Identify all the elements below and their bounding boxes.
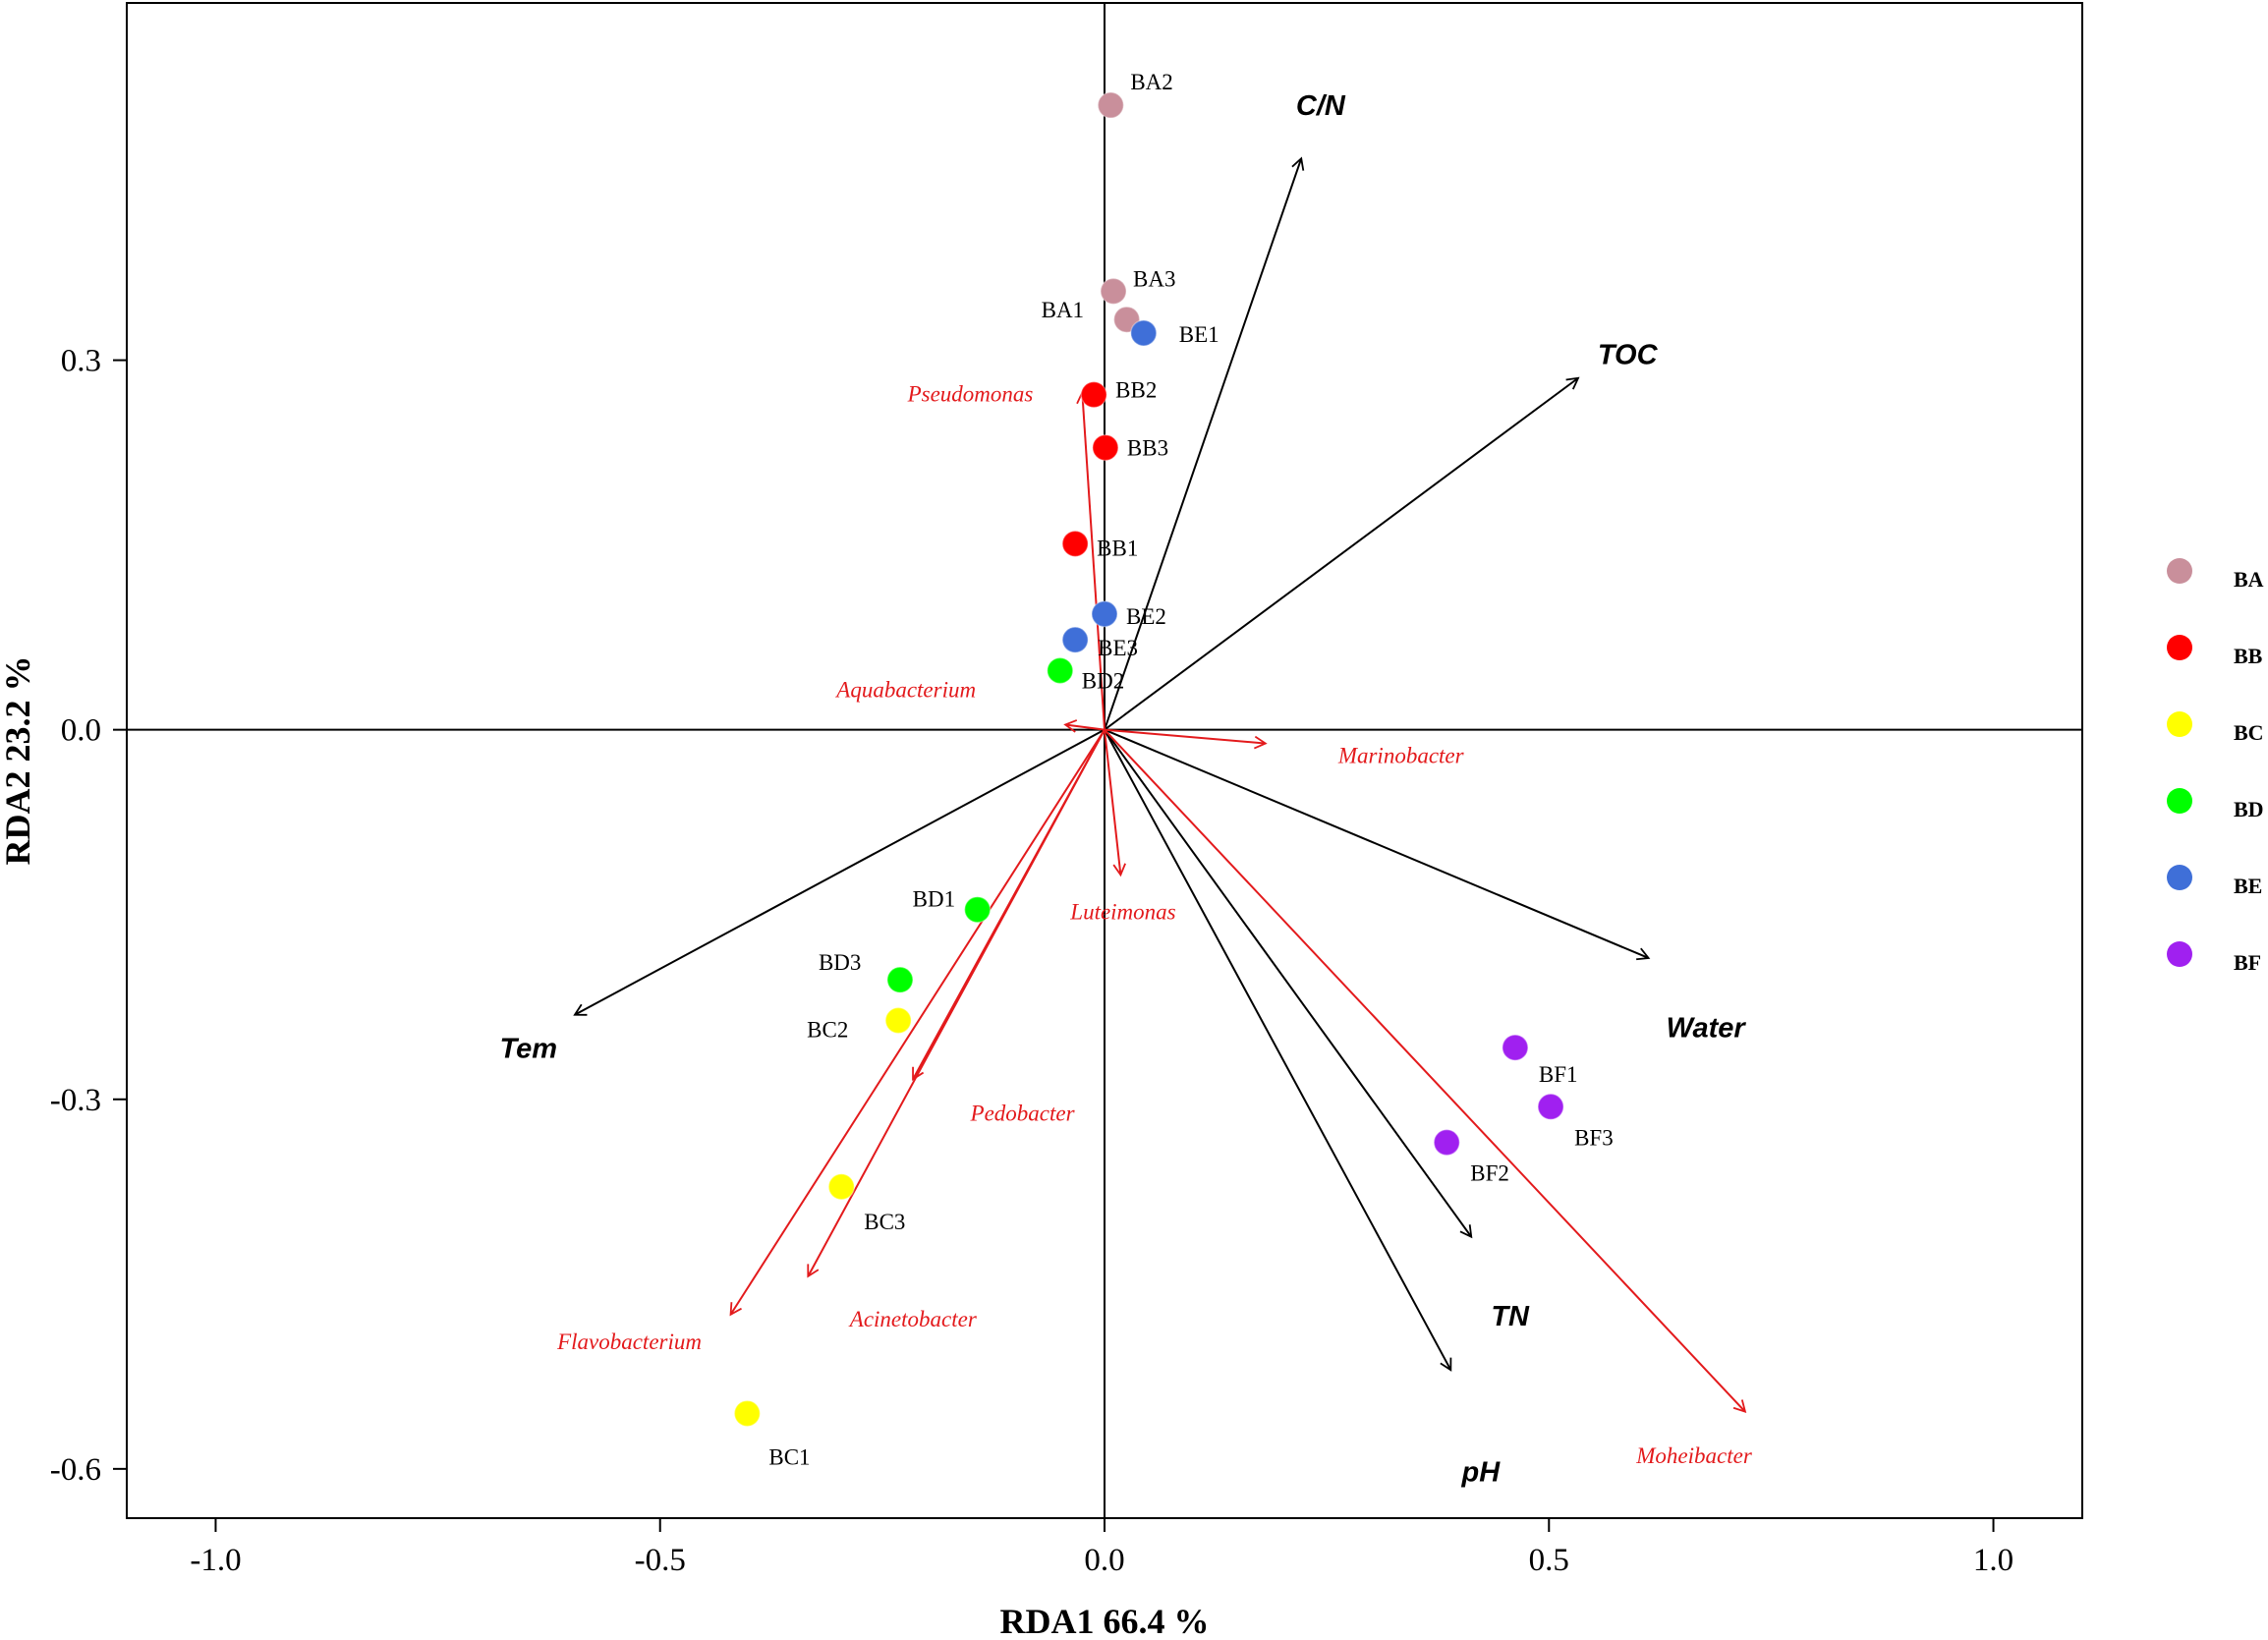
site-label-bf2: BF2 — [1470, 1161, 1509, 1186]
env-label-ph: pH — [1461, 1456, 1502, 1488]
x-tick-label: 0.5 — [1529, 1543, 1569, 1578]
site-label-be1: BE1 — [1179, 322, 1219, 347]
env-vector-tn — [1104, 729, 1473, 1239]
legend-marker-bc — [2167, 711, 2192, 737]
legend-label-bd: BD — [2234, 797, 2264, 821]
taxon-label-acinetobacter: Acinetobacter — [848, 1307, 978, 1331]
site-point-bf1 — [1502, 1034, 1529, 1061]
site-label-bd1: BD1 — [913, 887, 955, 912]
taxon-label-moheibacter: Moheibacter — [1635, 1443, 1753, 1468]
taxon-vector-marinobacter — [1104, 728, 1268, 750]
env-label-c-n: C/N — [1296, 90, 1346, 122]
site-label-bf1: BF1 — [1539, 1062, 1578, 1087]
site-label-bd3: BD3 — [819, 950, 861, 975]
environment-vectors: C/N TOC Water TN pH Tem — [500, 90, 1747, 1488]
legend-marker-bb — [2167, 635, 2192, 660]
taxon-vector-acinetobacter — [807, 729, 1106, 1278]
site-point-bb2 — [1080, 380, 1107, 409]
x-tick-label: -1.0 — [190, 1543, 241, 1578]
y-tick-label: -0.3 — [50, 1083, 101, 1118]
y-tick-label: -0.6 — [50, 1452, 101, 1488]
x-tick-label: 1.0 — [1973, 1543, 2013, 1578]
site-point-bb1 — [1061, 530, 1089, 558]
site-point-bb3 — [1092, 433, 1119, 462]
taxon-vector-aquabacterium — [1063, 719, 1106, 733]
site-point-bc3 — [827, 1173, 856, 1201]
site-point-be1 — [1130, 319, 1158, 347]
legend-label-ba: BA — [2234, 567, 2264, 592]
zero-lines — [127, 3, 2082, 1518]
legend-label-bc: BC — [2234, 720, 2264, 745]
site-point-bc2 — [884, 1006, 912, 1035]
legend: BA BB BC BD BE BF — [2167, 558, 2264, 975]
taxon-label-aquabacterium: Aquabacterium — [834, 678, 976, 703]
taxon-label-pseudomonas: Pseudomonas — [907, 381, 1034, 406]
site-label-bf3: BF3 — [1574, 1125, 1614, 1150]
x-tick-label: -0.5 — [635, 1543, 686, 1578]
taxa-vectors: Pseudomonas Aquabacterium Marinobacter Lute… — [556, 381, 1753, 1468]
site-points: BA1 BA2 BA3 BB1 BB2 BB3 BC1 BC2 BC3 BD1 BD2 BD3 BE1 B… — [733, 70, 1614, 1469]
env-vector-c-n — [1104, 156, 1305, 730]
x-tick-label: 0.0 — [1084, 1543, 1124, 1578]
env-label-water: Water — [1667, 1013, 1747, 1045]
legend-marker-bf — [2167, 941, 2192, 967]
env-vector-toc — [1104, 376, 1580, 731]
x-axis-title: RDA1 66.4 % — [1000, 1602, 1210, 1640]
site-label-bb2: BB2 — [1115, 378, 1157, 403]
site-label-ba3: BA3 — [1133, 266, 1175, 291]
legend-marker-be — [2167, 865, 2192, 890]
env-vector-ph — [1104, 729, 1452, 1372]
legend-label-bf: BF — [2234, 950, 2261, 975]
site-point-bc1 — [733, 1399, 762, 1428]
taxon-vector-pseudomonas — [1076, 390, 1106, 730]
site-point-ba3 — [1100, 277, 1127, 306]
legend-marker-bd — [2167, 788, 2192, 814]
site-label-be3: BE3 — [1098, 636, 1138, 660]
y-axis-title: RDA2 23.2 % — [0, 656, 37, 866]
site-point-bd2 — [1047, 656, 1074, 685]
y-tick-label: 0.3 — [61, 344, 101, 379]
taxon-vector-flavobacterium — [729, 729, 1106, 1317]
taxon-label-pedobacter: Pedobacter — [970, 1101, 1076, 1125]
site-label-bc3: BC3 — [864, 1210, 905, 1234]
taxon-vector-luteimonas — [1104, 729, 1126, 877]
y-tick-label: 0.0 — [61, 713, 101, 749]
taxon-label-flavobacterium: Flavobacterium — [556, 1329, 702, 1354]
env-label-tn: TN — [1491, 1301, 1530, 1332]
taxon-label-marinobacter: Marinobacter — [1337, 743, 1465, 767]
env-label-toc: TOC — [1598, 339, 1659, 370]
legend-label-bb: BB — [2234, 644, 2263, 668]
site-point-bf3 — [1537, 1093, 1564, 1121]
site-label-bd2: BD2 — [1082, 668, 1124, 693]
site-label-bb3: BB3 — [1127, 436, 1168, 461]
axis-ticks: -1.0 -0.5 0.0 0.5 1.0 0.3 0.0 -0.3 -0.6 — [50, 344, 2013, 1578]
site-point-be3 — [1061, 626, 1089, 653]
site-point-ba2 — [1097, 91, 1125, 119]
site-label-bc2: BC2 — [807, 1018, 848, 1043]
site-point-bd3 — [886, 966, 914, 993]
site-label-bc1: BC1 — [768, 1444, 810, 1469]
site-label-ba2: BA2 — [1130, 70, 1172, 94]
env-label-tem: Tem — [500, 1033, 558, 1064]
site-point-bd1 — [963, 895, 992, 924]
site-point-bf2 — [1433, 1128, 1460, 1157]
env-vector-tem — [573, 728, 1106, 1016]
site-label-bb1: BB1 — [1097, 536, 1138, 560]
site-point-be2 — [1091, 600, 1118, 628]
taxon-vector-moheibacter — [1104, 728, 1747, 1414]
taxon-label-luteimonas: Luteimonas — [1069, 899, 1175, 924]
site-label-ba1: BA1 — [1042, 298, 1084, 322]
legend-marker-ba — [2167, 558, 2192, 584]
site-label-be2: BE2 — [1126, 604, 1166, 629]
legend-label-be: BE — [2234, 874, 2262, 898]
env-vector-water — [1104, 728, 1651, 961]
